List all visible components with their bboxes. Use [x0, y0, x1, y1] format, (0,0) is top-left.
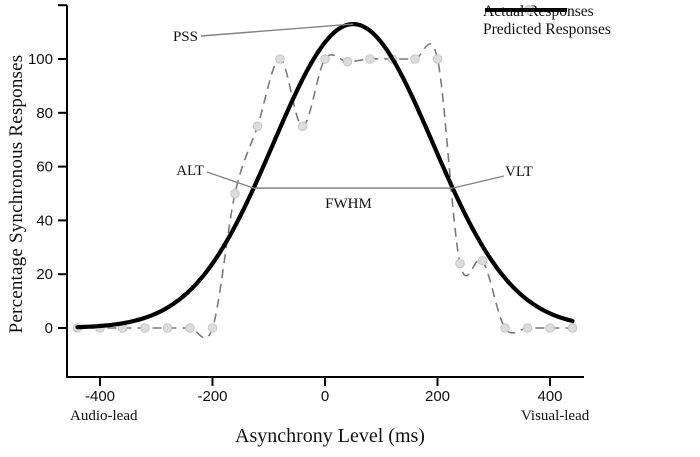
y-tick-label: 60 [36, 159, 53, 176]
annotation-fwhm-label: FWHM [325, 196, 372, 212]
data-point-marker [477, 255, 488, 266]
data-point-marker [252, 121, 263, 132]
data-point-marker [342, 56, 353, 67]
x-tick-label: 400 [537, 388, 562, 405]
x-tick-label: 200 [425, 388, 450, 405]
data-point-marker [207, 323, 218, 333]
alt-leader-line [206, 171, 254, 189]
annotation-alt-label: ALT [176, 163, 204, 179]
legend-label-predicted: Predicted Responses [483, 21, 611, 38]
predicted-line-sample-icon [485, 8, 567, 12]
data-point-marker [455, 258, 465, 269]
data-point-marker [365, 54, 375, 64]
y-tick-label: 40 [36, 212, 53, 229]
x-tick-label: -200 [197, 388, 227, 405]
data-point-marker [230, 188, 240, 199]
data-point-marker [162, 323, 173, 333]
x-axis-audio-lead-label: Audio-lead [70, 408, 138, 424]
y-axis-title: Percentage Synchronous Responses [6, 54, 27, 334]
annotation-vlt-label: VLT [505, 164, 533, 180]
actual-responses-curve [77, 43, 573, 339]
annotation-pss-label: PSS [172, 29, 198, 45]
legend: Actual Responses Predicted Responses [483, 3, 611, 39]
y-tick-label: 20 [36, 266, 53, 283]
data-point-marker [140, 323, 150, 333]
vlt-leader-line [452, 175, 505, 189]
x-axis-title: Asynchrony Level (ms) [235, 425, 425, 447]
data-point-marker [432, 54, 443, 64]
y-tick-label: 0 [45, 320, 53, 337]
data-point-marker [297, 121, 308, 132]
data-point-marker [185, 323, 195, 333]
x-axis-visual-lead-label: Visual-lead [521, 408, 590, 424]
data-point-marker [522, 323, 533, 333]
pss-leader-line [200, 23, 354, 37]
x-tick-label: -400 [85, 388, 115, 405]
x-tick-label: 0 [321, 388, 329, 405]
data-point-marker [545, 323, 555, 333]
y-tick-label: 80 [36, 105, 53, 122]
data-point-marker [410, 54, 420, 64]
legend-item-predicted: Predicted Responses [483, 8, 611, 39]
y-tick-label: 100 [28, 51, 53, 68]
data-point-marker [275, 54, 285, 64]
data-point-marker [320, 54, 330, 64]
data-point-marker [567, 323, 578, 333]
predicted-responses-curve [75, 22, 575, 330]
data-point-marker [500, 323, 510, 333]
